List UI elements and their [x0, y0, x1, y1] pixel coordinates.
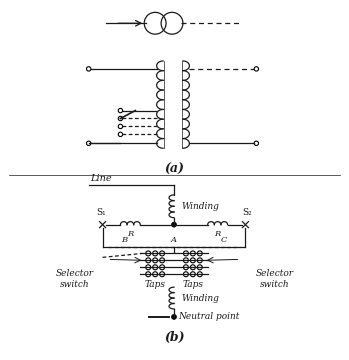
Text: Taps: Taps: [144, 280, 166, 289]
Text: A: A: [171, 237, 177, 244]
Circle shape: [171, 314, 177, 319]
Text: Selector
switch: Selector switch: [256, 269, 294, 289]
Text: Winding: Winding: [181, 202, 219, 211]
Text: S₁: S₁: [96, 208, 105, 217]
Text: R: R: [215, 230, 221, 238]
Text: B: B: [121, 237, 127, 244]
Text: Neutral point: Neutral point: [178, 312, 239, 321]
Text: Line: Line: [90, 174, 111, 183]
Text: S₂: S₂: [243, 208, 252, 217]
Text: (b): (b): [164, 331, 184, 344]
Text: C: C: [221, 237, 227, 244]
Circle shape: [171, 222, 177, 227]
Text: Selector
switch: Selector switch: [56, 269, 94, 289]
Text: (a): (a): [164, 163, 184, 176]
Text: Taps: Taps: [183, 280, 203, 289]
Text: R: R: [127, 230, 133, 238]
Text: Winding: Winding: [181, 293, 219, 302]
